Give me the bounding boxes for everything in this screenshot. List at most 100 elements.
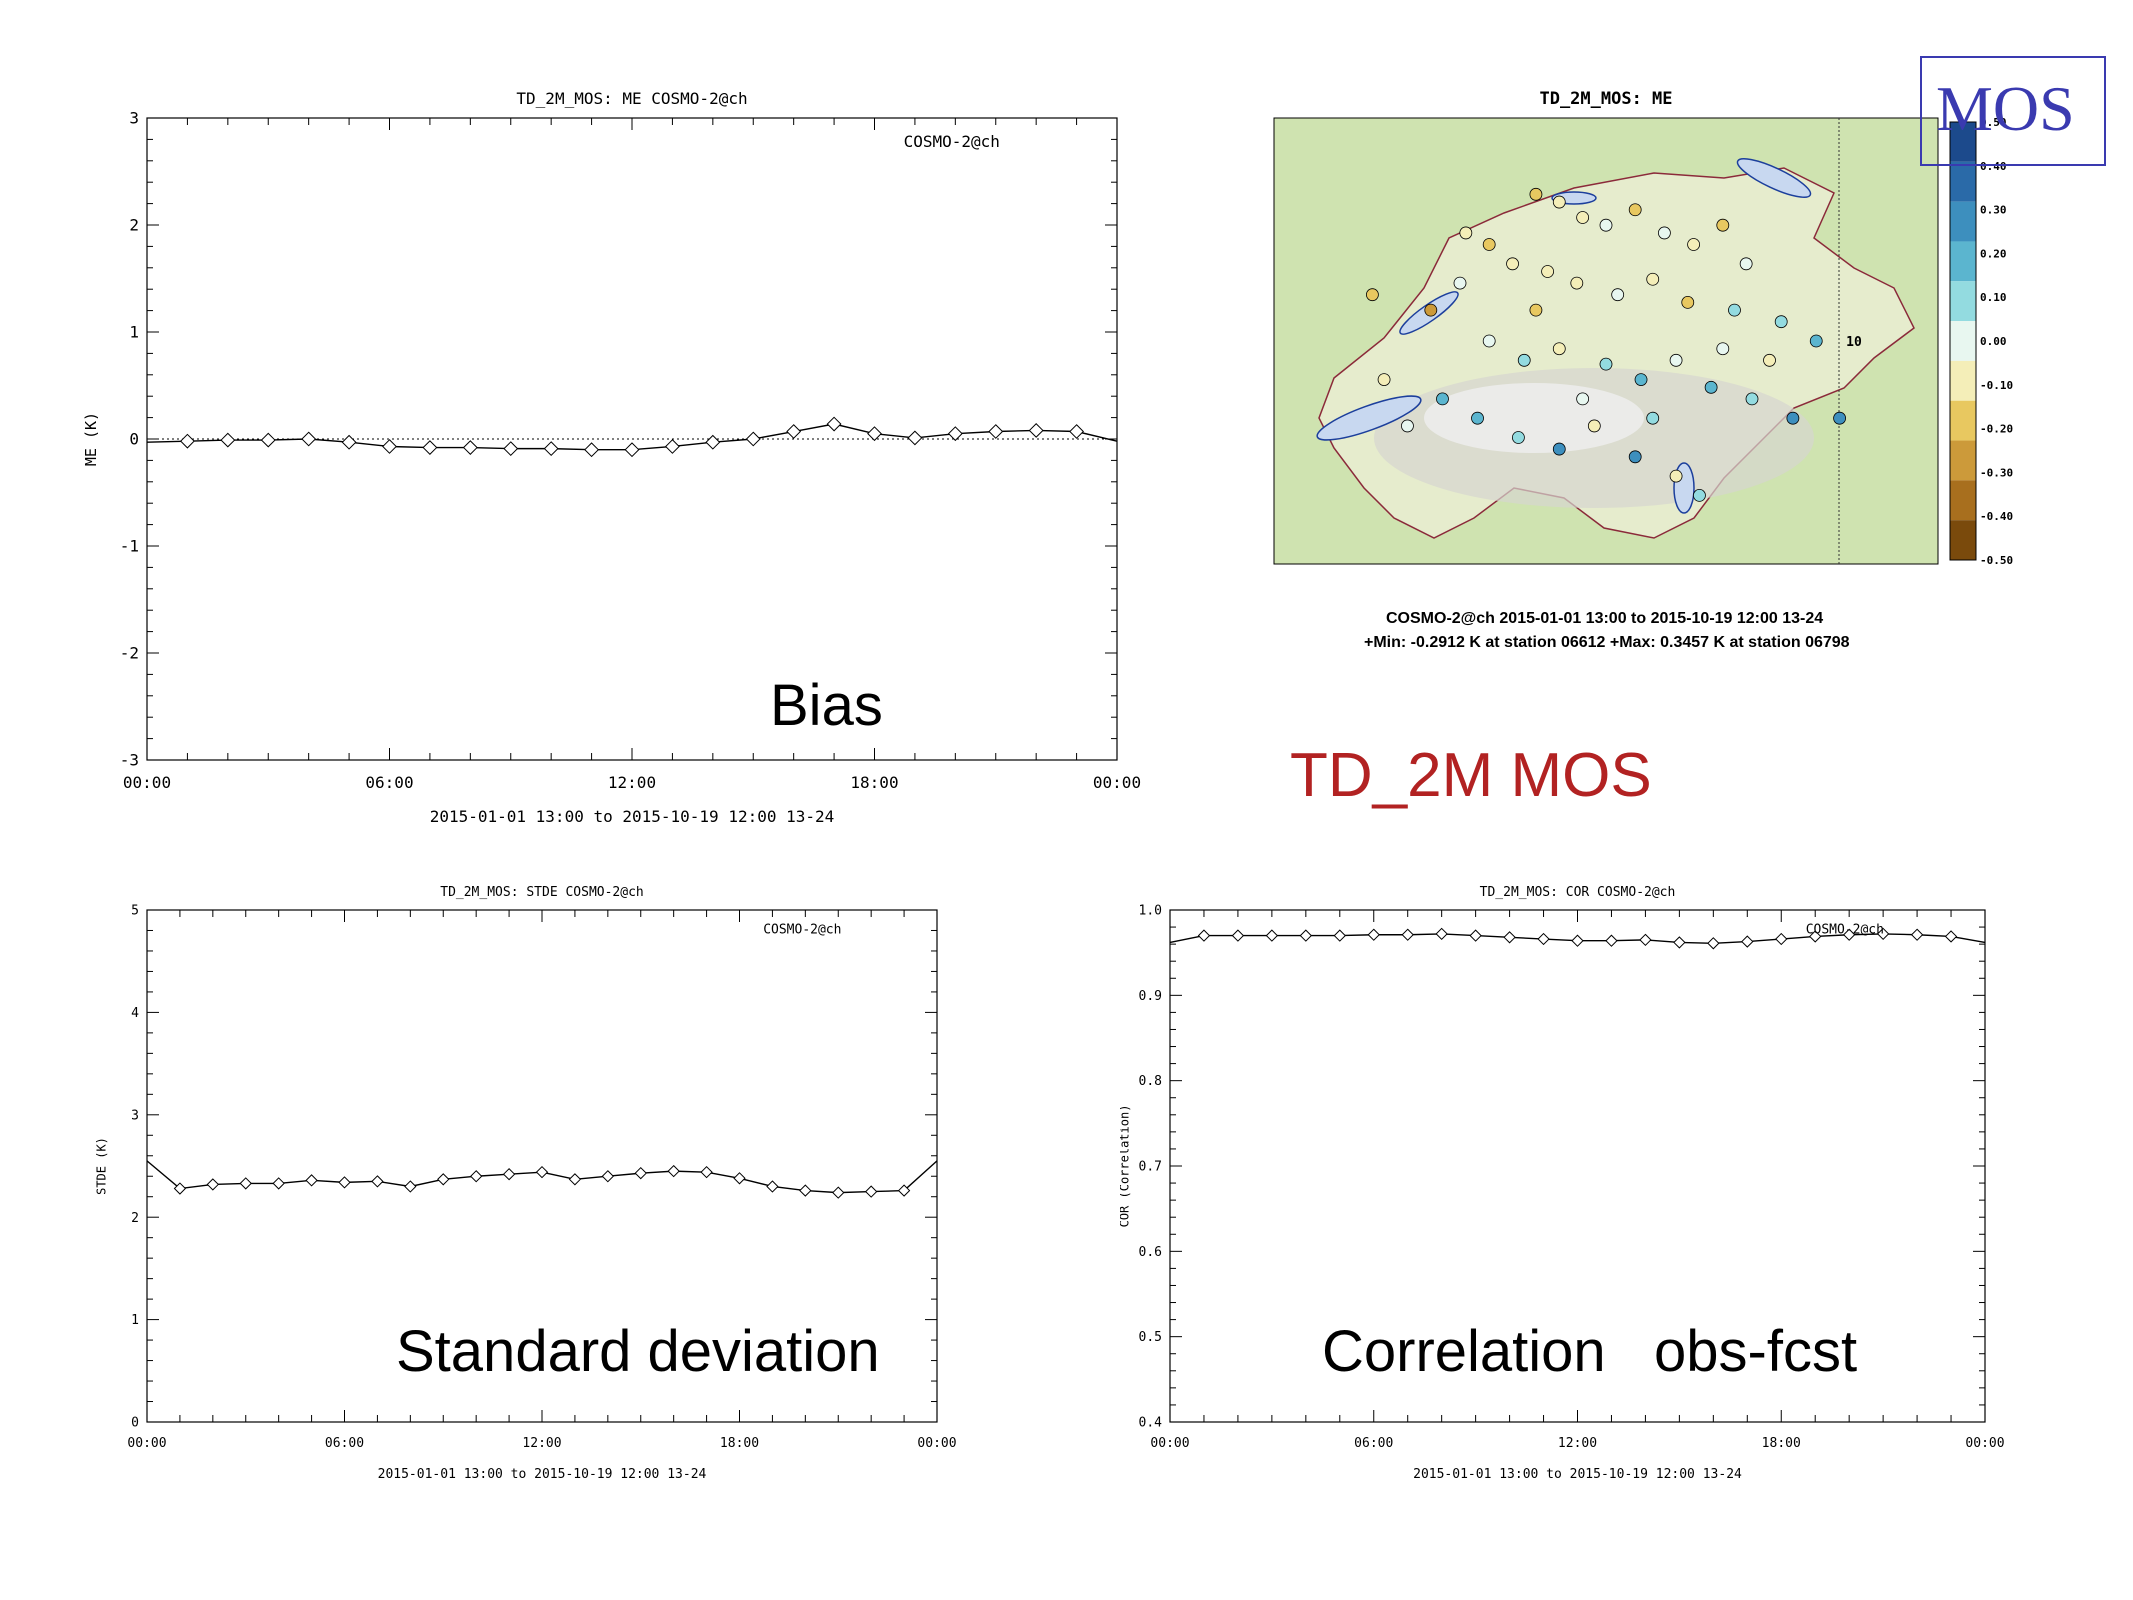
station-marker xyxy=(1576,392,1590,406)
x-tick-label: 00:00 xyxy=(917,1436,956,1451)
station-marker xyxy=(1511,431,1525,444)
data-point xyxy=(1367,928,1380,941)
colorbar-label: 0.30 xyxy=(1980,204,2007,217)
data-point xyxy=(1197,929,1211,942)
data-point xyxy=(371,1175,384,1188)
data-point xyxy=(947,426,963,442)
station-marker xyxy=(1687,238,1701,251)
data-point xyxy=(700,1165,713,1179)
station-marker xyxy=(1471,411,1484,425)
colorbar-label: -0.20 xyxy=(1980,423,2013,436)
data-point xyxy=(1910,928,1924,941)
data-point xyxy=(1503,931,1516,944)
colorbar-segment xyxy=(1950,281,1976,322)
colorbar-label: 0.20 xyxy=(1980,247,2007,260)
y-tick-label: 5 xyxy=(131,904,139,919)
y-tick-label: 0 xyxy=(131,1416,139,1431)
colorbar-segment xyxy=(1950,321,1976,361)
data-point xyxy=(705,434,721,450)
data-point xyxy=(745,431,761,447)
data-point xyxy=(832,1186,845,1199)
colorbar-segment xyxy=(1950,400,1976,441)
station-marker xyxy=(1377,373,1391,387)
station-marker xyxy=(1517,353,1531,367)
station-marker xyxy=(1763,353,1776,367)
x-axis-label: 2015-01-01 13:00 to 2015-10-19 12:00 13-… xyxy=(1413,1467,1742,1482)
y-tick-label: -2 xyxy=(120,644,139,663)
map-caption-line2: +Min: -0.2912 K at station 06612 +Max: 0… xyxy=(1364,634,1850,651)
chart-title: TD_2M_MOS: STDE COSMO-2@ch xyxy=(440,885,644,900)
station-marker xyxy=(1401,419,1414,433)
station-marker xyxy=(1587,419,1601,433)
data-point xyxy=(503,441,519,457)
station-marker xyxy=(1453,276,1467,290)
data-point xyxy=(1741,935,1754,948)
station-marker xyxy=(1634,373,1648,387)
station-marker xyxy=(1646,272,1660,286)
x-tick-label: 06:00 xyxy=(325,1436,364,1451)
data-point xyxy=(634,1167,647,1180)
mos-badge: MOS xyxy=(1920,56,2106,166)
data-point xyxy=(535,1165,549,1179)
station-marker xyxy=(1716,218,1730,232)
data-point xyxy=(664,439,680,454)
data-point xyxy=(601,1170,615,1183)
station-marker xyxy=(1482,334,1496,348)
cor-overlay-label: Correlation obs-fcst xyxy=(1322,1319,1858,1384)
station-marker xyxy=(1669,469,1683,483)
station-marker xyxy=(1704,380,1718,394)
x-tick-label: 00:00 xyxy=(123,773,171,792)
x-tick-label: 00:00 xyxy=(127,1436,166,1451)
colorbar-segment xyxy=(1950,440,1976,481)
data-point xyxy=(1605,934,1618,947)
data-point xyxy=(1571,934,1584,947)
data-point xyxy=(1876,927,1890,941)
x-tick-label: 12:00 xyxy=(522,1436,561,1451)
station-marker xyxy=(1552,442,1566,456)
y-tick-label: 1 xyxy=(131,1313,139,1328)
station-marker xyxy=(1529,303,1543,317)
colorbar-segment xyxy=(1950,360,1976,401)
x-tick-label: 18:00 xyxy=(720,1436,759,1451)
station-marker xyxy=(1366,288,1379,302)
data-point xyxy=(404,1180,417,1193)
station-marker xyxy=(1728,303,1741,317)
y-tick-label: 0.7 xyxy=(1139,1160,1162,1175)
data-point xyxy=(1537,932,1550,946)
data-point xyxy=(1809,930,1822,943)
x-tick-label: 00:00 xyxy=(1965,1436,2004,1451)
map-marker-label: 10 xyxy=(1846,335,1862,350)
station-marker xyxy=(1599,357,1613,371)
station-marker xyxy=(1424,303,1438,317)
data-point xyxy=(179,433,195,449)
station-marker xyxy=(1436,392,1449,406)
station-marker xyxy=(1506,257,1519,271)
station-marker xyxy=(1809,334,1823,348)
data-point xyxy=(260,432,276,448)
colorbar-segment xyxy=(1950,201,1976,242)
data-point xyxy=(301,431,317,447)
x-tick-label: 12:00 xyxy=(608,773,656,792)
alps-snow-shading xyxy=(1424,383,1644,453)
x-tick-label: 00:00 xyxy=(1150,1436,1189,1451)
colorbar-label: 0.10 xyxy=(1980,291,2007,304)
colorbar-label: 0.40 xyxy=(1980,160,2007,173)
data-point xyxy=(1707,937,1720,950)
stde-overlay-label: Standard deviation xyxy=(396,1319,880,1384)
y-axis-label: COR (Correlation) xyxy=(1120,1105,1131,1228)
y-tick-label: 0.5 xyxy=(1139,1330,1162,1345)
data-point xyxy=(988,424,1004,439)
station-marker xyxy=(1739,257,1753,271)
y-tick-label: 3 xyxy=(131,1108,139,1123)
data-point xyxy=(766,1180,779,1193)
x-tick-label: 18:00 xyxy=(1762,1436,1801,1451)
x-tick-label: 06:00 xyxy=(1354,1436,1393,1451)
y-tick-label: -3 xyxy=(120,751,139,770)
data-point xyxy=(305,1174,318,1187)
data-point xyxy=(1069,424,1085,439)
station-marker xyxy=(1552,195,1566,209)
station-marker xyxy=(1482,238,1496,251)
data-point xyxy=(341,434,357,450)
legend-entry: COSMO-2@ch xyxy=(904,132,1000,151)
station-marker xyxy=(1716,342,1730,356)
